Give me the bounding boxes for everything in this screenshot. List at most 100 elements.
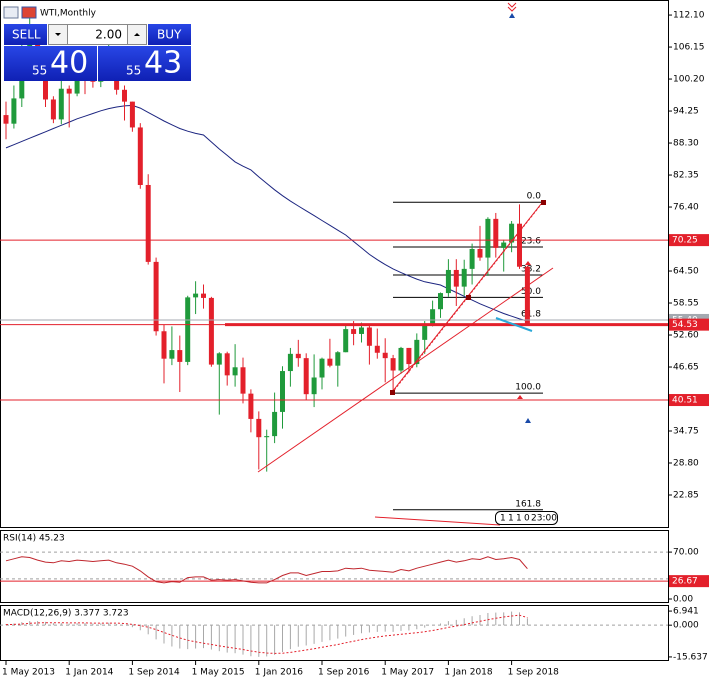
main-frame <box>0 0 669 528</box>
level-label: 26.67 <box>672 577 698 587</box>
candle-body <box>469 248 475 269</box>
candle-body <box>438 293 443 310</box>
candle-body <box>50 99 56 120</box>
anchor <box>541 200 546 205</box>
macd-frame <box>0 605 669 661</box>
candle-body <box>11 98 17 124</box>
indicator-title: MACD(12,26,9) 3.377 3.723 <box>3 609 129 619</box>
candle-body <box>445 269 451 294</box>
y-tick-label: 22.85 <box>673 491 699 501</box>
candle-body <box>185 297 191 362</box>
sell-label: SELL <box>12 28 41 42</box>
rsi-frame <box>0 530 669 603</box>
candle-body <box>303 358 309 395</box>
candle-body <box>327 358 333 366</box>
candle-body <box>256 418 262 438</box>
x-tick-label: 1 Sep 2016 <box>318 668 370 678</box>
x-tick-label: 1 May 2015 <box>192 668 245 678</box>
fib-label: 100.0 <box>515 383 541 393</box>
trendline <box>257 267 554 473</box>
candle-body <box>272 411 278 437</box>
level-label-box <box>669 575 709 588</box>
candle-body <box>137 127 143 185</box>
arrow-icon <box>525 418 531 423</box>
x-tick-label: 1 Jan 2016 <box>255 668 303 678</box>
candle-body <box>208 297 214 365</box>
arrow-icon <box>517 395 523 399</box>
candle-body <box>335 352 341 366</box>
fib-label: 23.6 <box>521 237 541 247</box>
chart-icon <box>3 6 19 19</box>
candle-body <box>517 223 522 267</box>
buy-label: BUY <box>157 28 182 42</box>
timer-digit: 0 <box>524 514 530 524</box>
panel-frames <box>0 0 669 661</box>
arrow-line <box>495 317 533 332</box>
y-tick-label: 6.941 <box>673 607 699 617</box>
candle-body <box>287 353 293 372</box>
timer-digit: 1 <box>508 514 514 524</box>
ask-box[interactable] <box>98 46 191 81</box>
candle-body <box>430 309 436 326</box>
candle-body <box>398 347 404 371</box>
fib-label: 61.8 <box>521 309 541 319</box>
y-tick-label: 70.00 <box>673 548 699 558</box>
candle-body <box>382 352 388 359</box>
y-tick-label: 82.35 <box>673 171 699 181</box>
price-label-box <box>669 394 709 407</box>
price-label: 70.25 <box>672 236 698 246</box>
x-tick-label: 1 Jan 2018 <box>444 668 492 678</box>
candle-body <box>343 329 349 353</box>
candle-body <box>169 350 175 359</box>
candle-body <box>485 218 491 258</box>
bid-box[interactable] <box>4 46 97 81</box>
x-tick-label: 1 Sep 2014 <box>128 668 180 678</box>
candle-body <box>319 358 325 378</box>
anchor <box>466 295 471 300</box>
x-tick-label: 1 Sep 2018 <box>508 668 560 678</box>
rsi-line <box>5 556 528 584</box>
signal-line <box>5 614 528 654</box>
candle-body <box>248 393 254 419</box>
flag-icon <box>21 6 37 19</box>
plot-layer: 112.10 106.15 100.20 94.25 88.30 82.35 76.40 64… <box>0 11 709 678</box>
candle-body <box>224 353 230 376</box>
trade-panel: SELL 2.00 BUY 55 40 55 43 <box>4 24 191 81</box>
up-arrow <box>134 33 140 36</box>
candle-body <box>129 101 135 128</box>
x-tick-label: 1 May 2013 <box>2 668 55 678</box>
x-tick-label: 1 May 2017 <box>381 668 434 678</box>
x-tick-label: 1 Jan 2014 <box>65 668 113 678</box>
y-tick-label: 64.50 <box>673 267 699 277</box>
timer-digit: 1 <box>500 514 506 524</box>
candle-body <box>58 88 64 120</box>
candle-body <box>422 325 428 340</box>
buy-button[interactable] <box>148 24 191 45</box>
candle-body <box>201 293 206 298</box>
candle-body <box>453 269 459 287</box>
arrow-icon <box>525 261 531 265</box>
candle-body <box>501 242 507 248</box>
fib-label: 0.0 <box>527 192 542 202</box>
y-tick-label: 76.40 <box>673 203 699 213</box>
y-tick-label: -15.637 <box>673 652 708 662</box>
price-label-box <box>669 234 709 247</box>
candle-body <box>264 436 270 438</box>
bid-main: 40 <box>50 46 88 81</box>
candle-body <box>406 347 412 365</box>
candle-body <box>351 329 357 334</box>
indicator-title: RSI(14) 45.23 <box>3 534 65 544</box>
candle-body <box>216 353 222 365</box>
y-tick-label: 28.80 <box>673 459 699 469</box>
down-arrow <box>55 33 61 36</box>
fib-label: 161.8 <box>515 499 541 509</box>
sell-button[interactable] <box>4 24 47 45</box>
y-tick-label: 0.00 <box>673 595 693 605</box>
candle-body <box>161 331 167 359</box>
candle-body <box>66 88 72 94</box>
candle-body <box>461 268 467 287</box>
candle-body <box>145 184 151 262</box>
timer-digit: 1 <box>516 514 522 524</box>
